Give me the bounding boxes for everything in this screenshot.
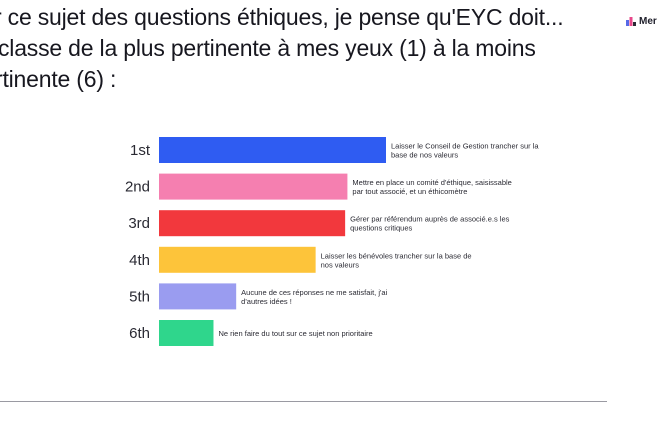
- bar-2nd: [159, 173, 348, 200]
- question-line-2: classe de la plus pertinente à mes yeux …: [0, 35, 536, 61]
- question-line-1: r ce sujet des questions éthiques, je pe…: [0, 4, 564, 30]
- bar-3rd: [159, 210, 346, 237]
- footer-divider: [0, 401, 607, 402]
- bar-label-3rd: Gérer par référendum auprès de associé.e…: [350, 215, 509, 233]
- bar-5th: [159, 283, 237, 310]
- rank-label-6th: 6th: [129, 325, 150, 342]
- bar-label-5th: Aucune de ces réponses ne me satisfait, …: [241, 288, 387, 306]
- brand-logo: Mer: [626, 14, 657, 28]
- rank-label-1st: 1st: [130, 142, 151, 159]
- bar-label-4th: Laisser les bénévoles trancher sur la ba…: [321, 251, 472, 269]
- rank-label-2nd: 2nd: [125, 179, 150, 196]
- bar-4th: [159, 246, 316, 273]
- rank-label-5th: 5th: [129, 288, 150, 305]
- question-line-3: rtinente (6) :: [0, 66, 117, 92]
- rank-label-4th: 4th: [129, 252, 150, 269]
- brand-name: Mer: [639, 15, 657, 27]
- mentimeter-logo-icon: [626, 17, 636, 26]
- question-title: r ce sujet des questions éthiques, je pe…: [0, 2, 600, 95]
- bar-6th: [159, 320, 214, 346]
- rank-label-3rd: 3rd: [128, 215, 150, 232]
- bar-label-1st: Laisser le Conseil de Gestion trancher s…: [391, 142, 539, 160]
- bar-1st: [159, 137, 386, 163]
- bar-label-6th: Ne rien faire du tout sur ce sujet non p…: [218, 329, 372, 338]
- bar-label-2nd: Mettre en place un comité d'éthique, sai…: [352, 178, 511, 196]
